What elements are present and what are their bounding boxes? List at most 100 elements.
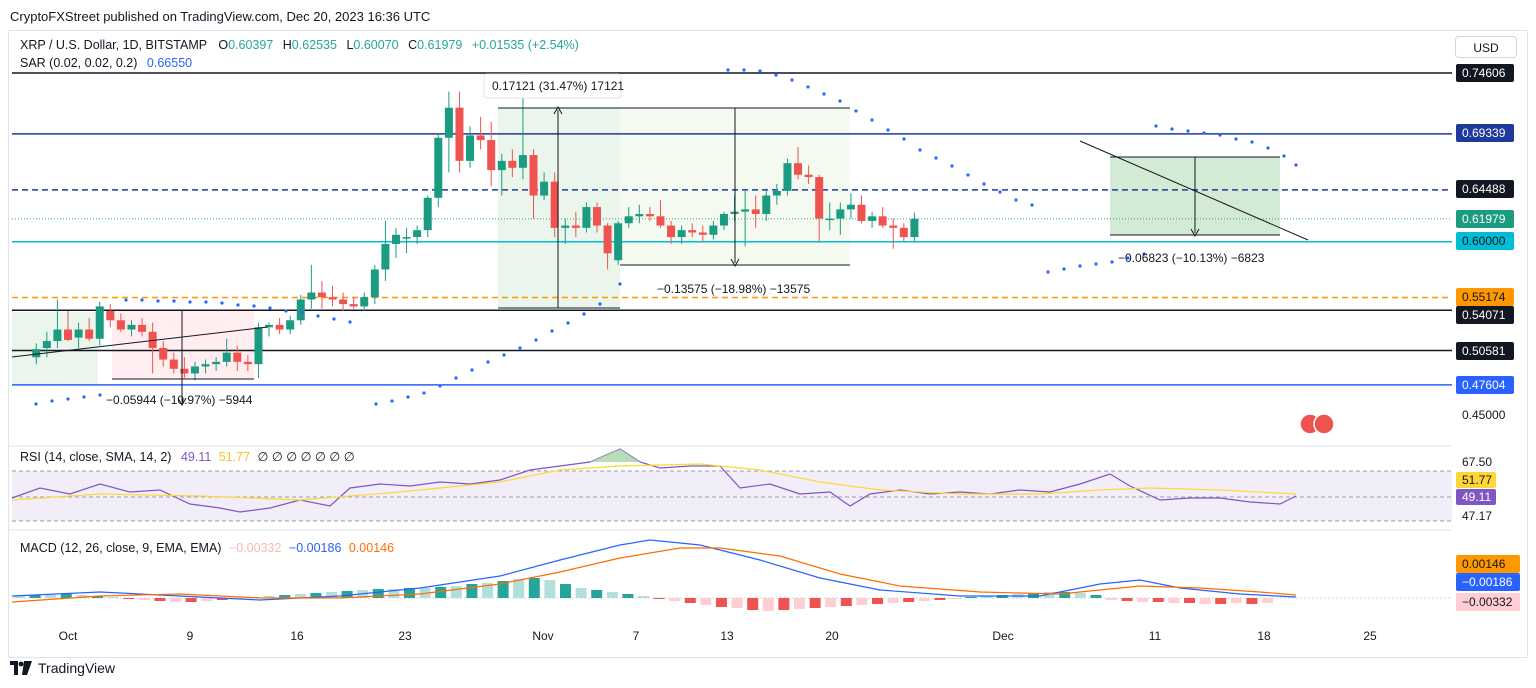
candle-body: [42, 341, 51, 349]
candle-body: [138, 324, 147, 332]
candle-body: [645, 214, 654, 217]
candle-body: [741, 209, 750, 212]
currency-button[interactable]: USD: [1455, 36, 1517, 58]
macd-histogram-bar: [903, 598, 915, 602]
macd-histogram-bar: [388, 589, 400, 598]
candle-body: [360, 297, 369, 307]
sar-dot: [918, 148, 922, 152]
macd-histogram-bar: [1184, 598, 1195, 603]
sar-dot: [822, 92, 826, 96]
rsi-extra: ∅ ∅ ∅ ∅ ∅ ∅ ∅: [257, 450, 355, 464]
candle-body: [159, 348, 168, 360]
sar-dot: [172, 299, 176, 303]
sar-dot: [188, 300, 192, 304]
price-axis-label: 0.54071: [1462, 308, 1506, 322]
x-axis-tick-label: 23: [398, 629, 412, 643]
macd-histogram-bar: [185, 598, 197, 602]
candle-body: [307, 292, 316, 300]
candle-body: [593, 207, 601, 226]
price-axis-label: 0.69339: [1462, 126, 1506, 140]
annotation-box: [483, 73, 622, 99]
candle-body: [624, 216, 633, 224]
candle-body: [709, 225, 718, 235]
macd-histogram-bar: [950, 598, 961, 599]
sar-dot: [1266, 146, 1270, 150]
macd-histogram-bar: [45, 595, 57, 598]
candle-body: [476, 135, 485, 141]
us-flag-icon: [1313, 413, 1335, 435]
measure-annotation: −0.13575 (−18.98%) −13575: [657, 282, 810, 296]
candle-body: [53, 329, 62, 342]
sar-dot: [1014, 198, 1018, 202]
tradingview-brand[interactable]: TradingView: [10, 660, 115, 676]
candle-body: [328, 297, 337, 300]
sar-dot: [1170, 127, 1174, 131]
macd-histogram-bar: [684, 598, 696, 603]
sar-dot: [1250, 140, 1254, 144]
price-axis-label: 0.74606: [1462, 66, 1506, 80]
sar-dot: [1046, 270, 1050, 274]
candle-body: [317, 292, 326, 298]
rsi-ma-line: [11, 463, 1297, 501]
macd-histogram-bar: [1137, 598, 1149, 602]
price-axis-tag: [1456, 342, 1514, 360]
macd-signal-line: [11, 547, 1297, 603]
macd-histogram-bar: [450, 586, 462, 598]
macd-histogram-bar: [856, 598, 868, 605]
candle-body: [339, 299, 348, 305]
macd-histogram-bar: [653, 598, 665, 599]
sar-dot: [1202, 131, 1206, 135]
x-axis-tick-label: 16: [290, 629, 304, 643]
measure-annotation: −0.06823 (−10.13%) −6823: [1118, 251, 1265, 265]
x-axis-tick-label: 11: [1149, 629, 1162, 643]
macd-histogram-bar: [372, 589, 384, 598]
price-axis-label: 0.47604: [1462, 378, 1506, 392]
macd-histogram-bar: [1043, 592, 1055, 598]
candle-body: [772, 190, 781, 196]
sar-dot: [618, 282, 622, 286]
candle-body: [275, 324, 284, 330]
candle-body: [497, 160, 506, 171]
sar-dot: [1142, 252, 1146, 256]
price-axis-label: 0.61979: [1462, 212, 1506, 226]
macd-histogram-bar: [263, 596, 275, 598]
macd-histogram-bar: [341, 591, 353, 598]
macd-histogram-bar: [123, 598, 135, 599]
sar-dot: [838, 99, 842, 103]
macd-histogram-bar: [14, 596, 25, 598]
macd-histogram-bar: [544, 580, 556, 598]
sar-dot: [284, 309, 288, 313]
measure-box-red: [112, 310, 254, 379]
macd-histogram-bar: [482, 583, 493, 598]
macd-histogram-bar: [1262, 598, 1273, 603]
macd-histogram-bar: [1121, 598, 1133, 601]
open-value: 0.60397: [228, 38, 274, 52]
macd-histogram-bar: [216, 598, 228, 600]
candle-body: [381, 244, 390, 270]
candle-body: [466, 135, 475, 161]
candle-body: [794, 163, 803, 175]
rally-arrow-head: [553, 105, 563, 115]
brand-label: TradingView: [38, 660, 116, 676]
sar-dot: [1294, 163, 1298, 167]
candle-body: [878, 216, 887, 226]
candle-body: [508, 160, 517, 168]
x-axis-tick-label: Oct: [59, 629, 78, 643]
candle-body: [540, 181, 549, 196]
close-value: 0.61979: [417, 38, 463, 52]
candle-body: [74, 329, 83, 338]
candle-body: [868, 216, 877, 221]
sar-dot: [374, 402, 378, 406]
price-axis-label: 0.50581: [1462, 344, 1506, 358]
macd-histogram-bar: [1246, 598, 1258, 604]
macd-histogram-bar: [560, 584, 571, 598]
x-axis-tick-label: 7: [633, 629, 640, 643]
sar-dot: [934, 156, 938, 160]
candle-body: [222, 352, 231, 362]
change-value: +0.01535 (+2.54%): [471, 38, 579, 52]
macd-histogram-bar: [918, 598, 930, 601]
candle-body: [487, 140, 496, 171]
macd-histogram-bar: [1199, 598, 1211, 604]
macd-histogram-bar: [513, 579, 525, 598]
